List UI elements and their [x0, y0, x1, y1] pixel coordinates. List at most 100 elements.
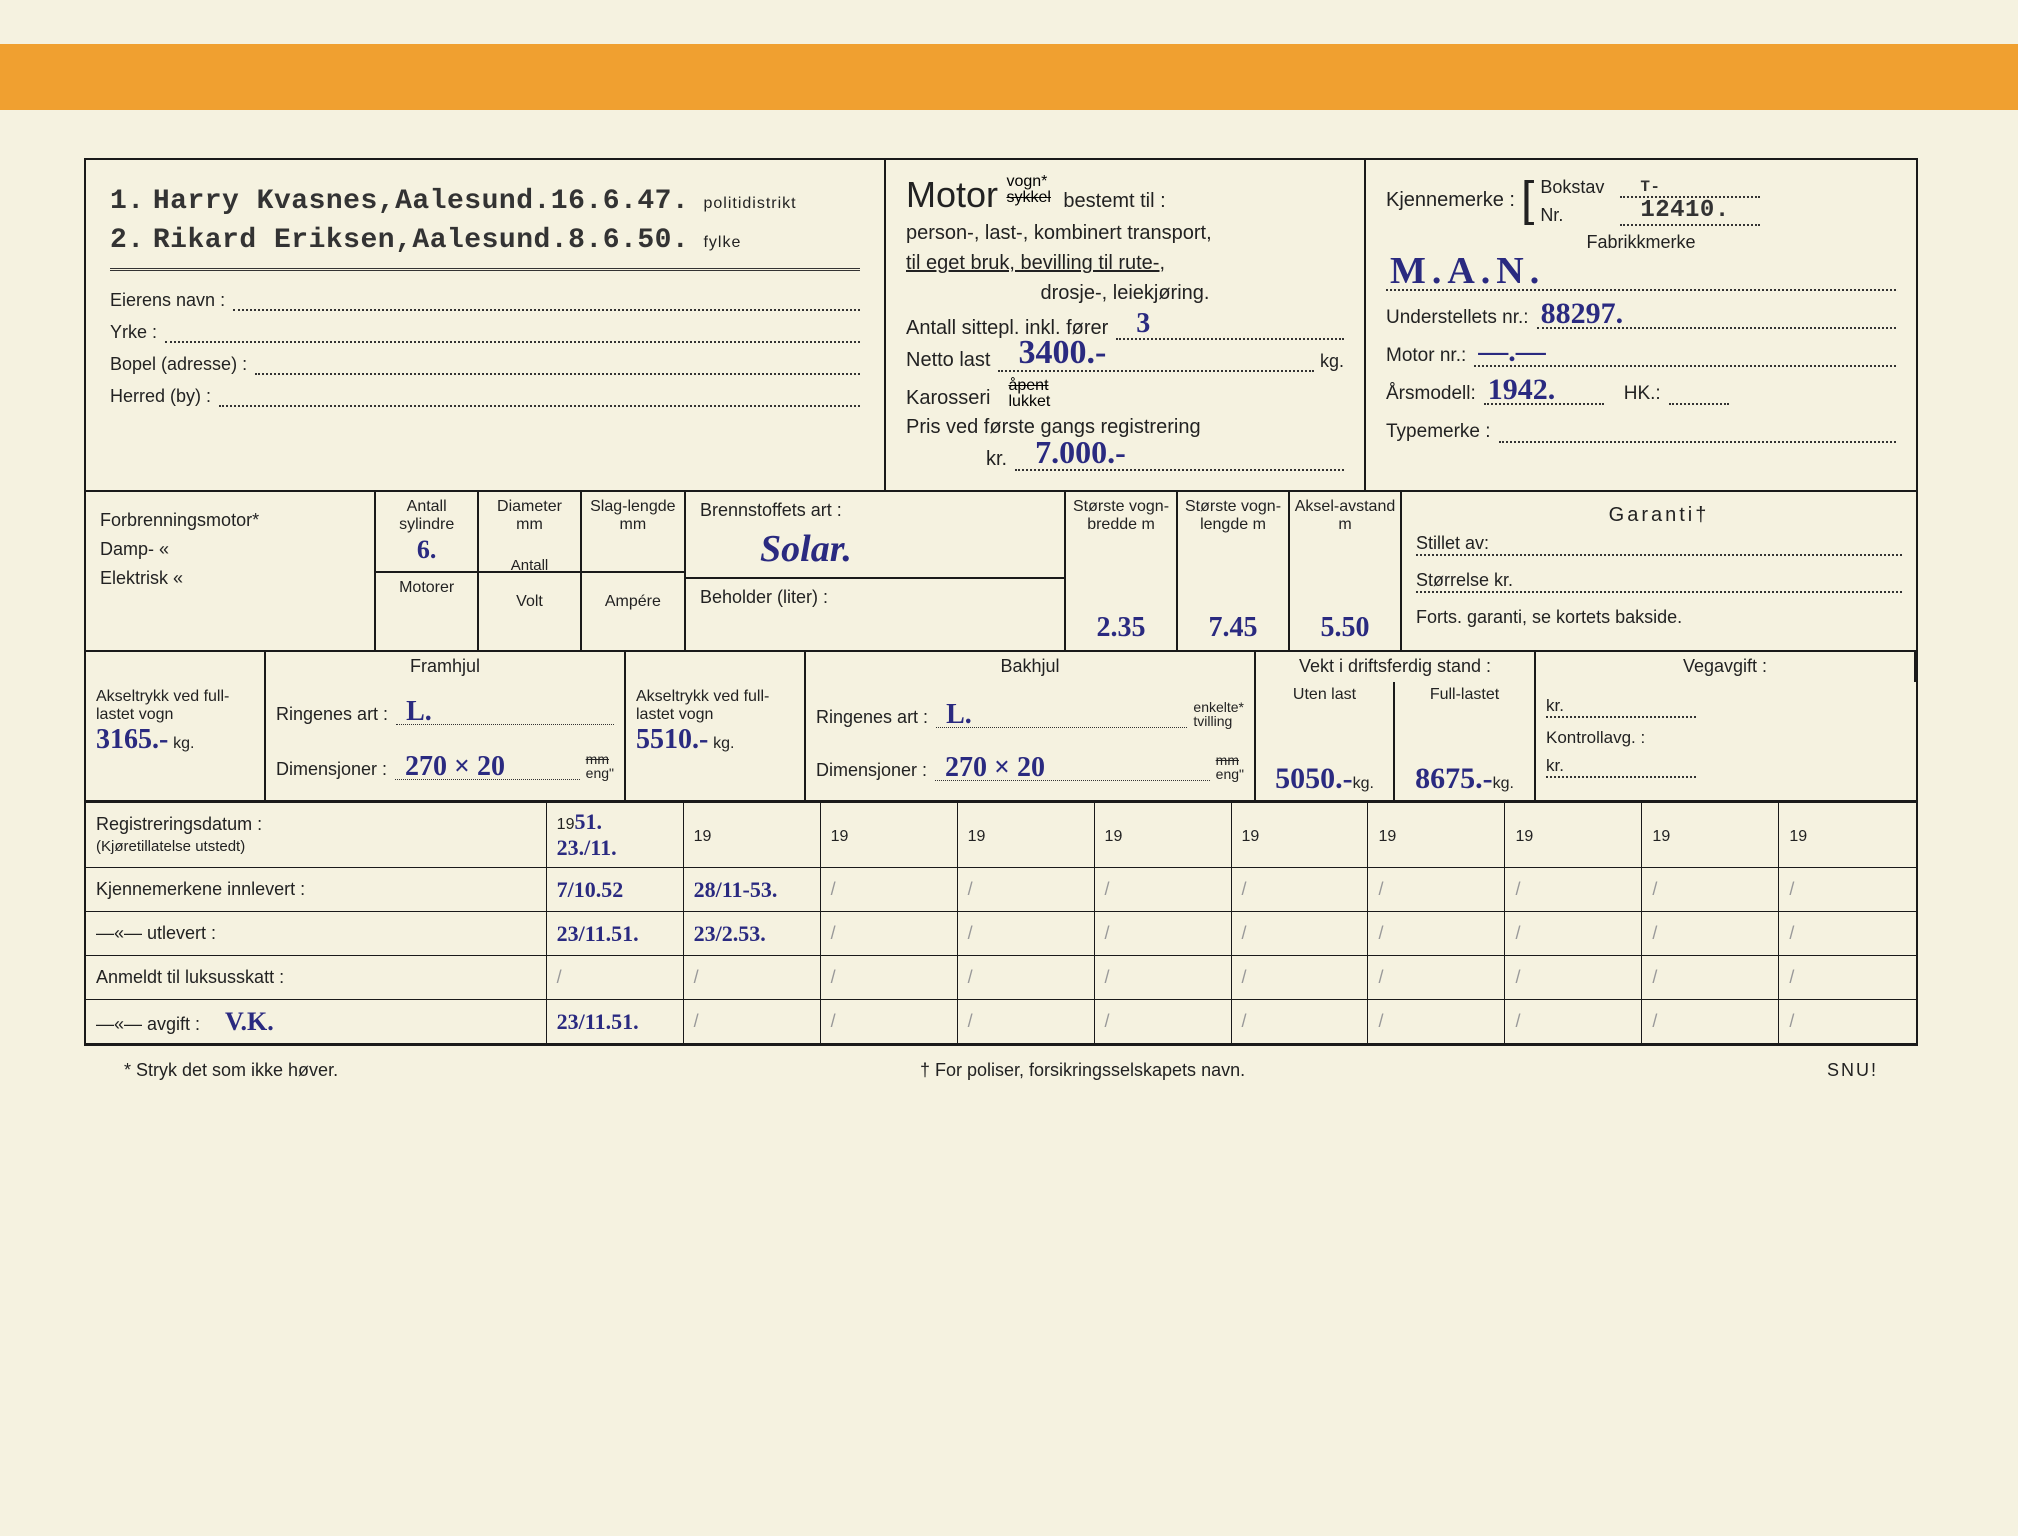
form-border: 1. Harry Kvasnes,Aalesund.16.6.47. polit…: [84, 158, 1918, 1046]
fuel-value: Solar.: [760, 527, 1050, 571]
reg-year-cell: /: [1368, 912, 1505, 956]
reg-year-cell: /: [1231, 868, 1368, 912]
reg-row-label: —«— avgift : V.K.: [86, 1000, 546, 1044]
reg-year-cell: 19: [820, 803, 957, 868]
motor-title-row: Motor vogn* sykkel bestemt til :: [906, 174, 1344, 216]
reg-row-label: —«— utlevert :: [86, 912, 546, 956]
h-framhjul: Framhjul: [266, 652, 626, 682]
field-eier: Eierens navn :: [110, 289, 860, 311]
owner-line-1: 1. Harry Kvasnes,Aalesund.16.6.47. polit…: [110, 184, 860, 217]
reg-year-cell: /: [683, 956, 820, 1000]
cell-lengde: Største vogn-lengde m7.45: [1178, 492, 1290, 650]
reg-year-cell: /: [1642, 912, 1779, 956]
reg-year-cell: 28/11-53.: [683, 868, 820, 912]
reg-year-cell: 19: [1231, 803, 1368, 868]
reg-row: Kjennemerkene innlevert :7/10.5228/11-53…: [86, 868, 1916, 912]
reg-year-cell: 23/11.51.: [546, 912, 683, 956]
name-block: 1. Harry Kvasnes,Aalesund.16.6.47. polit…: [110, 184, 860, 271]
field-understell: Understellets nr.: 88297.: [1386, 303, 1896, 329]
reg-year-cell: 1951.23./11.: [546, 803, 683, 868]
ringdim-rear: Ringenes art : L. enkelte*tvilling Dimen…: [806, 682, 1256, 800]
field-pris: kr. 7.000.-: [906, 445, 1344, 471]
reg-year-cell: /: [1368, 868, 1505, 912]
garanti-cell: Garanti† Stillet av: Størrelse kr. Forts…: [1402, 492, 1916, 650]
field-netto: Netto last 3400.- kg.: [906, 346, 1344, 372]
reg-year-cell: /: [1505, 956, 1642, 1000]
reg-year-cell: /: [1779, 912, 1916, 956]
field-herred: Herred (by) :: [110, 385, 860, 407]
reg-row: —«— avgift : V.K.23/11.51./////////: [86, 1000, 1916, 1044]
reg-row: Anmeldt til luksusskatt ://////////: [86, 956, 1916, 1000]
reg-year-cell: /: [1094, 956, 1231, 1000]
reg-year-cell: 19: [957, 803, 1094, 868]
reg-year-cell: 19: [683, 803, 820, 868]
vekt-uten: Uten last 5050.-kg.: [1256, 682, 1395, 800]
footnote-left: * Stryk det som ikke høver.: [124, 1060, 338, 1081]
aksel-rear: Akseltrykk ved full-lastet vogn 5510.- k…: [626, 682, 806, 800]
field-typemerke: Typemerke :: [1386, 417, 1896, 443]
motor-title: Motor: [906, 174, 998, 216]
reg-year-cell: /: [1368, 1000, 1505, 1044]
cell-aksel: Aksel-avstand m5.50: [1290, 492, 1402, 650]
reg-year-cell: /: [957, 956, 1094, 1000]
owner-1-suffix: politidistrikt: [703, 195, 796, 212]
reg-year-cell: /: [1231, 912, 1368, 956]
reg-row-label: Anmeldt til luksusskatt :: [86, 956, 546, 1000]
owner-2-name: Rikard Eriksen,Aalesund.8.6.50.: [153, 225, 689, 256]
registration-card: 1. Harry Kvasnes,Aalesund.16.6.47. polit…: [32, 110, 1970, 1526]
reg-year-cell: /: [1779, 868, 1916, 912]
footnote-mid: † For poliser, forsikringsselskapets nav…: [920, 1060, 1245, 1081]
reg-year-cell: 19: [1779, 803, 1916, 868]
reg-year-cell: /: [1505, 868, 1642, 912]
reg-year-cell: 19: [1368, 803, 1505, 868]
registration-table: Registreringsdatum :(Kjøretillatelse uts…: [86, 802, 1916, 1044]
h-vekt: Vekt i driftsferdig stand :: [1256, 652, 1536, 682]
kjennemerke-row: Kjennemerke : [ Bokstav T- Nr. 12410.: [1386, 174, 1896, 226]
specs-panel: Kjennemerke : [ Bokstav T- Nr. 12410. Fa…: [1366, 160, 1916, 490]
avgift-cell: kr. Kontrollavg. : kr.: [1536, 682, 1706, 800]
reg-year-cell: /: [1094, 868, 1231, 912]
ringdim-front: Ringenes art :L. Dimensjoner :270 × 20mm…: [266, 682, 626, 800]
field-yrke: Yrke :: [110, 321, 860, 343]
cell-volt: Antall Volt: [479, 573, 581, 650]
owner-line-2: 2. Rikard Eriksen,Aalesund.8.6.50. fylke: [110, 223, 860, 256]
vekt-full: Full-lastet 8675.-kg.: [1395, 682, 1534, 800]
field-fabrikk: M.A.N.: [1386, 265, 1896, 291]
reg-year-cell: 19: [1505, 803, 1642, 868]
cyl-group: Antall sylindre 6. Diameter mm Slag-leng…: [376, 492, 686, 650]
wheels-row: Framhjul Bakhjul Vekt i driftsferdig sta…: [86, 650, 1916, 800]
reg-year-cell: /: [1505, 1000, 1642, 1044]
reg-year-cell: /: [683, 1000, 820, 1044]
owner-1-num: 1.: [110, 186, 145, 217]
motor-purpose: person-, last-, kombinert transport, til…: [906, 218, 1344, 308]
fuel-cell: Brennstoffets art : Solar. Beholder (lit…: [686, 492, 1066, 650]
reg-row-label: Kjennemerkene innlevert :: [86, 868, 546, 912]
reg-year-cell: /: [1505, 912, 1642, 956]
motor-panel: Motor vogn* sykkel bestemt til : person-…: [886, 160, 1366, 490]
reg-row: Registreringsdatum :(Kjøretillatelse uts…: [86, 803, 1916, 868]
vogn-sykkel: vogn* sykkel: [1006, 174, 1050, 206]
reg-year-cell: /: [1642, 956, 1779, 1000]
reg-row: —«— utlevert :23/11.51.23/2.53.////////: [86, 912, 1916, 956]
reg-year-cell: 19: [1094, 803, 1231, 868]
footnote-right: SNU!: [1827, 1060, 1878, 1081]
field-karosseri: Karosseri åpent lukket: [906, 378, 1344, 410]
reg-year-cell: 23/11.51.: [546, 1000, 683, 1044]
reg-year-cell: /: [1779, 1000, 1916, 1044]
vekt-group: Uten last 5050.-kg. Full-lastet 8675.-kg…: [1256, 682, 1536, 800]
reg-row-label: Registreringsdatum :(Kjøretillatelse uts…: [86, 803, 546, 868]
orange-header-bar: [0, 44, 2018, 110]
field-bopel: Bopel (adresse) :: [110, 353, 860, 375]
engine-row: Forbrenningsmotor* Damp- « Elektrisk « A…: [86, 490, 1916, 650]
footer: * Stryk det som ikke høver. † For polise…: [84, 1046, 1918, 1081]
reg-year-cell: /: [546, 956, 683, 1000]
aksel-front: Akseltrykk ved full-lastet vogn 3165.- k…: [86, 682, 266, 800]
reg-year-cell: /: [820, 956, 957, 1000]
reg-year-cell: /: [820, 868, 957, 912]
owner-2-suffix: fylke: [703, 234, 741, 251]
cell-motorer: Motorer: [376, 573, 479, 650]
reg-year-cell: 7/10.52: [546, 868, 683, 912]
reg-year-cell: /: [957, 868, 1094, 912]
field-aarsmodell: Årsmodell: 1942. HK.:: [1386, 379, 1896, 405]
owner-2-num: 2.: [110, 225, 145, 256]
